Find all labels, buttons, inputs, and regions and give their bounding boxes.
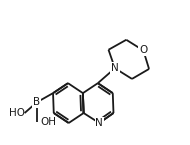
Text: HO: HO: [9, 108, 25, 118]
Text: B: B: [33, 97, 40, 107]
Text: N: N: [95, 118, 103, 128]
Text: OH: OH: [40, 117, 56, 127]
Text: N: N: [111, 63, 119, 73]
Text: O: O: [139, 45, 147, 55]
